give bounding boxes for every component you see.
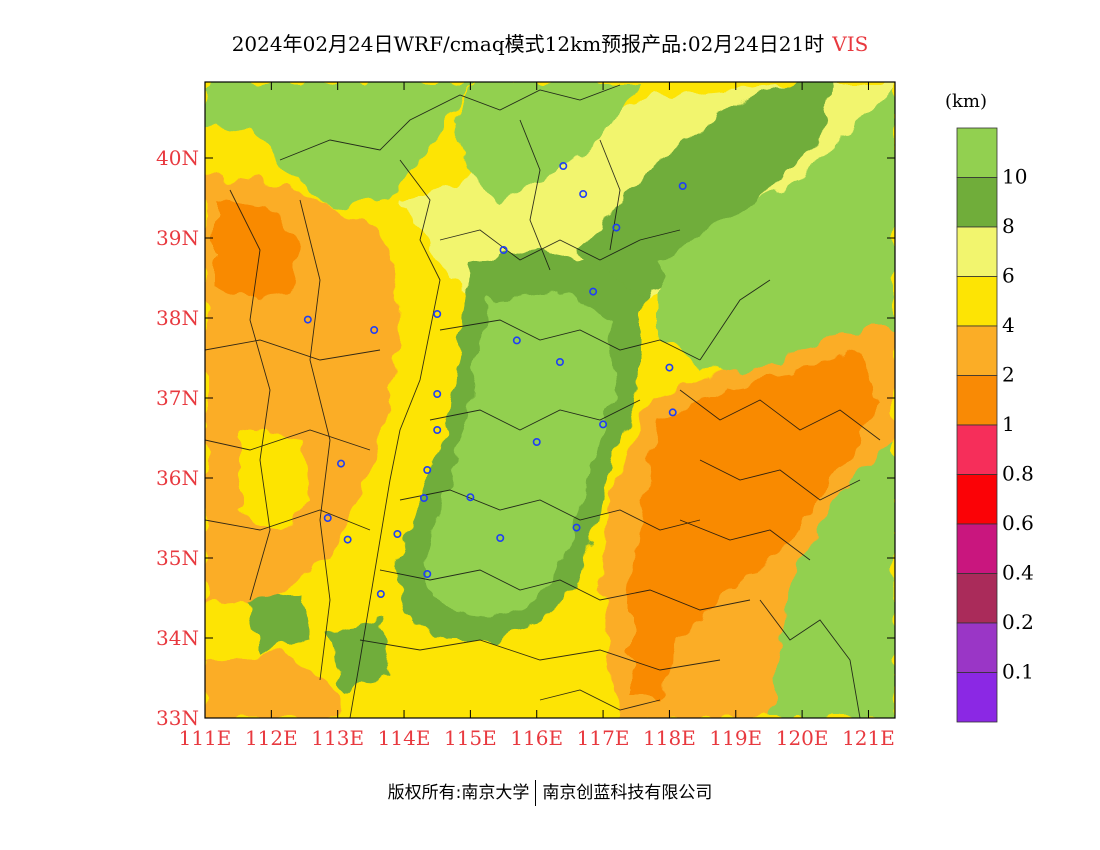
colorbar-label: 8: [1002, 214, 1015, 238]
station-marker: [599, 420, 608, 429]
footer-company: 南京创蓝科技有限公司: [542, 783, 713, 803]
colorbar-label: 0.2: [1002, 610, 1034, 634]
colorbar-swatch: [956, 276, 998, 327]
station-marker: [423, 465, 432, 474]
station-marker: [555, 357, 564, 366]
station-marker: [393, 529, 402, 538]
admin-boundaries: [205, 84, 881, 718]
x-tick-label: 119E: [709, 726, 762, 750]
y-axis: 33N 34N 35N 36N 37N 38N 39N 40N: [156, 146, 895, 730]
station-marker: [512, 336, 521, 345]
x-tick-label: 120E: [776, 726, 829, 750]
x-tick-label: 115E: [444, 726, 497, 750]
x-tick-label: 112E: [245, 726, 298, 750]
station-marker: [433, 425, 442, 434]
station-marker: [532, 437, 541, 446]
map-area: [205, 82, 895, 718]
colorbar-swatch: [956, 226, 998, 277]
colorbar-swatch: [956, 177, 998, 228]
colorbar-label: 0.1: [1002, 660, 1034, 684]
station-marker: [589, 287, 598, 296]
y-tick-label: 39N: [156, 226, 199, 250]
colorbar-label: 0.4: [1002, 561, 1034, 585]
station-marker: [376, 589, 385, 598]
colorbar-label: 0.8: [1002, 462, 1034, 486]
vis-zone-southeast-10km: [770, 440, 895, 718]
station-marker: [343, 535, 352, 544]
colorbar-label: 2: [1002, 363, 1015, 387]
vis-zone-east-1to2km: [630, 350, 880, 700]
map-title-text: 2024年02月24日WRF/cmaq模式12km预报产品:02月24日21时: [231, 32, 825, 56]
station-marker: [499, 246, 508, 255]
footer: 版权所有:南京大学 南京创蓝科技有限公司: [0, 778, 1100, 806]
colorbar-swatch: [956, 127, 998, 178]
colorbar-label: 10: [1002, 165, 1027, 189]
y-tick-label: 35N: [156, 546, 199, 570]
station-marker: [466, 493, 475, 502]
station-marker: [419, 493, 428, 502]
station-marker: [423, 569, 432, 578]
vis-zone-south-patch-8to10km: [330, 620, 390, 690]
colorbar: 10 8 6 4 2 1 0.8 0.6 0.4 0.2 0.1: [956, 127, 1034, 723]
station-marker: [559, 162, 568, 171]
x-tick-label: 116E: [510, 726, 563, 750]
colorbar-swatch: [956, 672, 998, 723]
station-marker: [572, 523, 581, 532]
vis-zone-west-1to2km: [215, 200, 300, 300]
colorbar-swatch: [956, 474, 998, 525]
vis-zone-plain-10km: [425, 290, 615, 620]
colorbar-label: 0.6: [1002, 511, 1034, 535]
colorbar-label: 4: [1002, 313, 1015, 337]
station-marker: [433, 309, 442, 318]
footer-copyright: 版权所有:南京大学: [387, 783, 530, 803]
vis-zone-west-inner-4to6km: [240, 430, 310, 530]
x-tick-label: 111E: [179, 726, 232, 750]
footer-divider: [535, 780, 537, 806]
x-tick-label: 121E: [842, 726, 895, 750]
colorbar-swatch: [956, 375, 998, 426]
colorbar-unit: (km): [945, 91, 987, 112]
y-tick-label: 37N: [156, 386, 199, 410]
station-markers: [303, 162, 687, 598]
station-marker: [668, 408, 677, 417]
y-tick-label: 40N: [156, 146, 199, 170]
colorbar-swatch: [956, 424, 998, 475]
colorbar-swatch: [956, 622, 998, 673]
y-tick-label: 33N: [156, 706, 199, 730]
station-marker: [665, 363, 674, 372]
x-tick-label: 113E: [311, 726, 364, 750]
station-marker: [303, 315, 312, 324]
x-tick-label: 118E: [643, 726, 696, 750]
map-title: 2024年02月24日WRF/cmaq模式12km预报产品:02月24日21时 V…: [0, 28, 1100, 57]
y-tick-label: 36N: [156, 466, 199, 490]
station-marker: [433, 389, 442, 398]
station-marker: [612, 223, 621, 232]
x-tick-label: 114E: [378, 726, 431, 750]
y-tick-label: 38N: [156, 306, 199, 330]
x-axis: 111E 112E 113E 114E 115E 116E 117E 118E 119E 120E…: [179, 82, 895, 750]
vis-zone-bohai-10km: [660, 90, 895, 380]
colorbar-swatch: [956, 523, 998, 574]
station-marker: [323, 513, 332, 522]
station-marker: [579, 190, 588, 199]
vis-zone-ne-band-8to10km: [580, 82, 830, 310]
map-variable-label: VIS: [832, 32, 869, 56]
vis-zone-southwest-2to4km: [205, 650, 340, 718]
colorbar-swatch: [956, 573, 998, 624]
y-tick-label: 34N: [156, 626, 199, 650]
colorbar-label: 6: [1002, 264, 1015, 288]
colorbar-label: 1: [1002, 412, 1015, 436]
station-marker: [678, 182, 687, 191]
station-marker: [496, 533, 505, 542]
x-tick-label: 117E: [577, 726, 630, 750]
vis-zone-beijing-10km: [455, 82, 640, 200]
colorbar-swatch: [956, 325, 998, 376]
map-frame: [204, 81, 896, 719]
vis-zone-north-10km: [205, 82, 470, 205]
station-marker: [337, 459, 346, 468]
vis-zone-west-patch-8to10km: [250, 590, 310, 650]
station-marker: [370, 325, 379, 334]
